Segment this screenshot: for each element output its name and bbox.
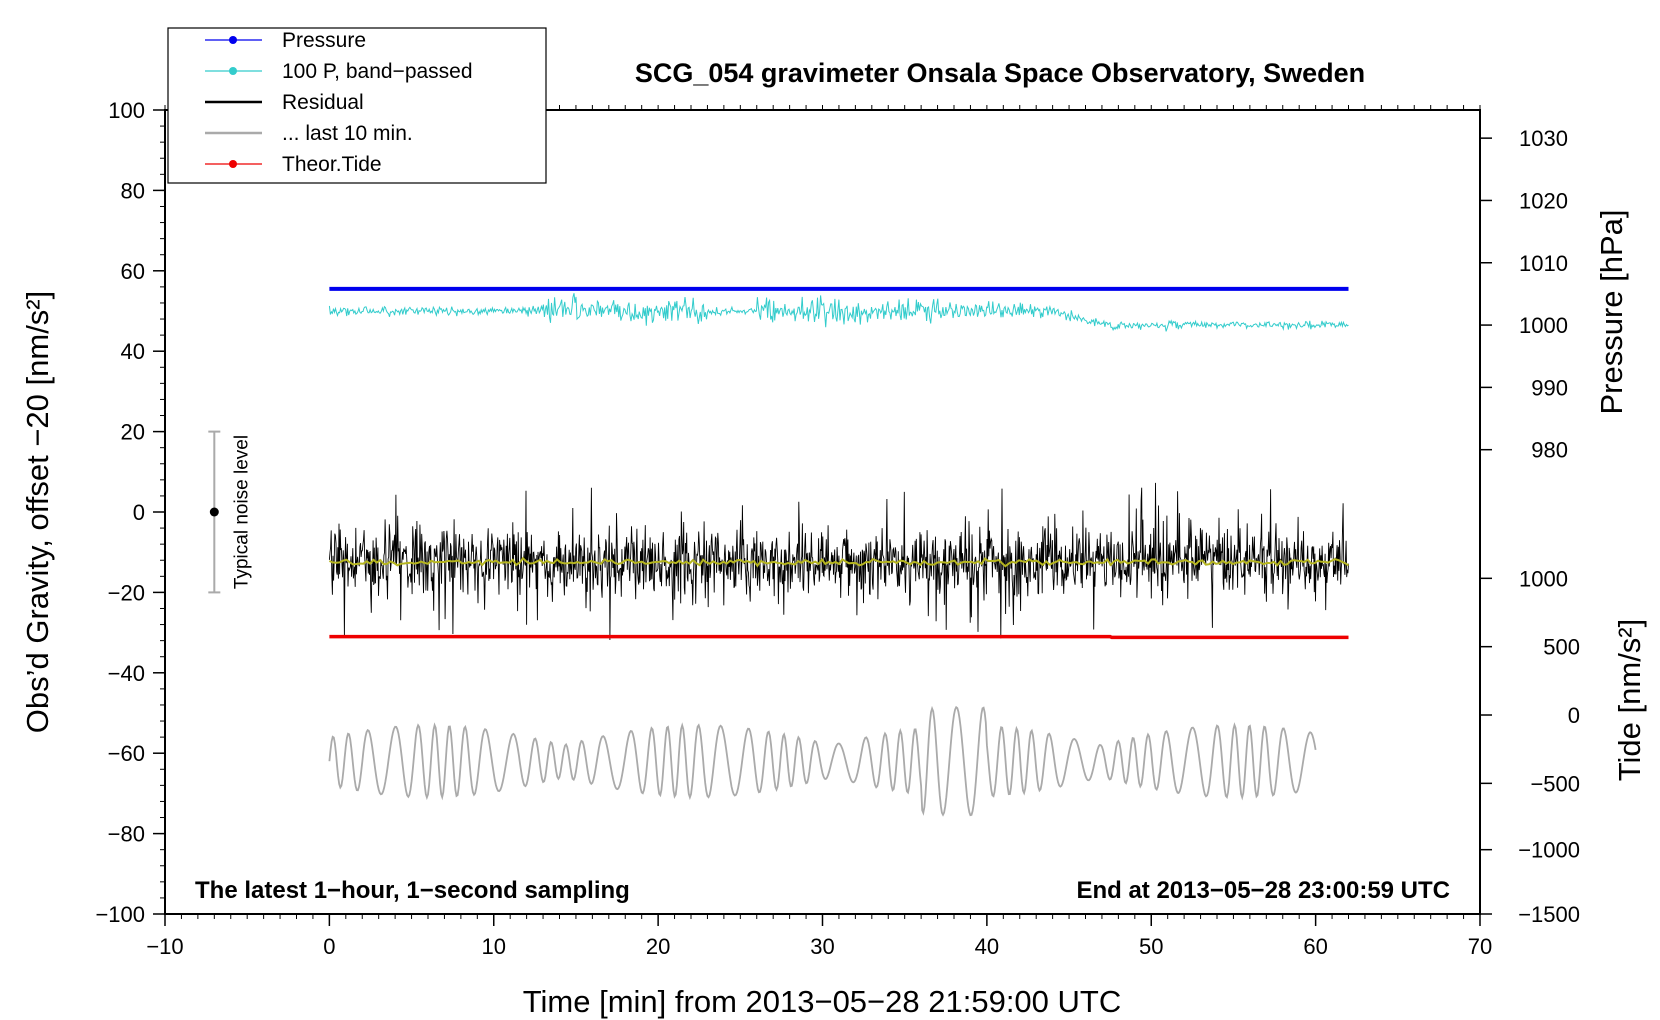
chart-title: SCG_054 gravimeter Onsala Space Observat… (635, 58, 1365, 88)
pressure-tick-label: 990 (1531, 375, 1568, 400)
y-tick-label: 40 (121, 339, 145, 364)
pressure-tick-label: 1020 (1519, 188, 1568, 213)
tide-tick-label: −1500 (1518, 902, 1580, 927)
y-tick-label: −80 (108, 822, 145, 847)
pressure-tick-label: 1010 (1519, 251, 1568, 276)
pressure-line (329, 285, 1349, 291)
legend-marker (229, 67, 237, 75)
legend-label: 100 P, band−passed (282, 60, 473, 83)
x-tick-label: 50 (1139, 934, 1163, 959)
tide-tick-label: −500 (1530, 771, 1580, 796)
legend-label: Residual (282, 91, 364, 114)
legend-marker (229, 160, 237, 168)
annotation-end-time: End at 2013−05−28 23:00:59 UTC (1076, 877, 1450, 904)
plot-frame (164, 109, 1481, 915)
residual-line (328, 482, 1349, 641)
legend-marker (229, 36, 237, 44)
annotation-sampling: The latest 1−hour, 1−second sampling (195, 877, 630, 904)
x-tick-label: 60 (1303, 934, 1327, 959)
x-tick-label: 40 (975, 934, 999, 959)
y-tick-label: 100 (108, 98, 145, 123)
pressure-tick-label: 1030 (1519, 126, 1568, 151)
pressure-tick-label: 1000 (1519, 313, 1568, 338)
last-10-min-line (328, 705, 1317, 817)
y-tick-label: 20 (121, 420, 145, 445)
x-tick-label: 10 (482, 934, 506, 959)
pressure-tick-label: 1000 (1519, 566, 1568, 591)
noise-level-label: Typical noise level (231, 435, 252, 589)
y-tick-label: 60 (121, 259, 145, 284)
y-tick-label: −40 (108, 661, 145, 686)
y-axis-title-pressure: Pressure [hPa] (1594, 209, 1629, 414)
x-tick-label: 20 (646, 934, 670, 959)
x-tick-label: 30 (810, 934, 834, 959)
y-axis-title-tide: Tide [nm/s²] (1612, 619, 1647, 782)
ticks-layer: −10 0 10 20 30 40 50 60 70−100−80−60−40−20020406… (95, 98, 1580, 959)
noise-level-indicator: Typical noise level (208, 430, 252, 594)
y-tick-label: −60 (108, 741, 145, 766)
tide-tick-label: −1000 (1518, 838, 1580, 863)
legend-box (167, 27, 547, 184)
pressure-tick-label: 980 (1531, 438, 1568, 463)
tide-tick-label: 0 (1568, 703, 1580, 728)
theoretical-tide-line (329, 634, 1349, 640)
legend-label: ... last 10 min. (282, 122, 413, 145)
x-tick-label: 0 (323, 934, 335, 959)
y-tick-label: 0 (133, 500, 145, 525)
residual-smoothed-line (329, 556, 1350, 568)
series-layer (328, 285, 1350, 817)
x-tick-label: −10 (146, 934, 183, 959)
bandpassed-pressure-line (328, 293, 1349, 332)
y-tick-label: −20 (108, 580, 145, 605)
x-tick-label: 70 (1468, 934, 1492, 959)
tide-tick-label: 500 (1543, 635, 1580, 660)
legend: Pressure 100 P, band−passed Residual ... la… (167, 27, 547, 184)
legend-label: Theor.Tide (282, 153, 382, 176)
y-tick-label: 80 (121, 178, 145, 203)
y-axis-title-left: Obs’d Gravity, offset −20 [nm/s²] (20, 291, 55, 734)
y-tick-label: −100 (95, 902, 145, 927)
legend-label: Pressure (282, 29, 366, 52)
x-axis-title: Time [min] from 2013−05−28 21:59:00 UTC (523, 984, 1122, 1019)
noise-bar-dot (209, 507, 219, 517)
